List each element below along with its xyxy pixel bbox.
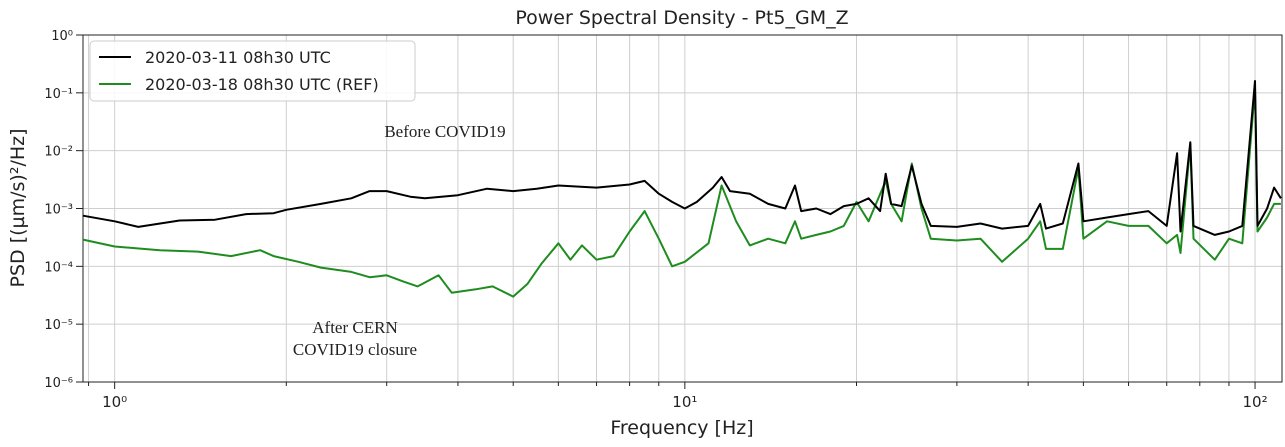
- series-line: [82, 80, 1282, 236]
- y-tick-label: 10⁻⁶: [44, 376, 73, 391]
- x-tick-label: 10¹: [672, 393, 697, 411]
- annotation: Before COVID19: [384, 122, 505, 141]
- y-axis-label: PSD [(µm/s)²/Hz]: [7, 128, 29, 287]
- x-tick-label: 10²: [1242, 393, 1267, 411]
- y-tick-label: 10⁻¹: [44, 87, 73, 102]
- y-tick-label: 10⁻³: [44, 203, 73, 218]
- legend: 2020-03-11 08h30 UTC 2020-03-18 08h30 UTC…: [89, 40, 416, 102]
- legend-box: [89, 40, 416, 102]
- y-tick-label: 10⁻⁴: [44, 260, 73, 275]
- x-tick-label: 10⁰: [102, 393, 127, 411]
- series-line: [82, 87, 1281, 298]
- plot-frame: [82, 34, 1283, 383]
- annotation: After CERN: [312, 318, 397, 337]
- chart-title: Power Spectral Density - Pt5_GM_Z: [515, 7, 848, 29]
- legend-label: 2020-03-11 08h30 UTC: [145, 48, 331, 67]
- x-axis-label: Frequency [Hz]: [610, 417, 753, 439]
- y-tick-label: 10⁻²: [44, 145, 73, 160]
- annotation: COVID19 closure: [293, 340, 417, 359]
- y-tick-label: 10⁻⁵: [44, 318, 73, 333]
- y-tick-label: 10⁰: [51, 29, 73, 44]
- legend-label: 2020-03-18 08h30 UTC (REF): [145, 75, 379, 94]
